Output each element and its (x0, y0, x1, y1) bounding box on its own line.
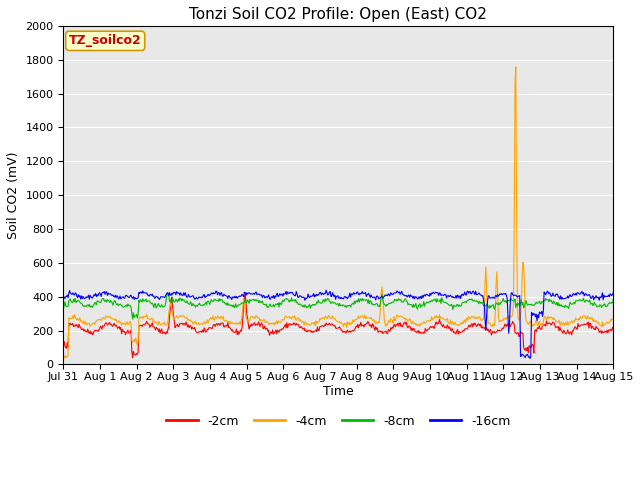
-16cm (60, 295, 67, 301)
-8cm (609, 296, 617, 302)
-8cm (164, 290, 172, 296)
-2cm (557, 327, 564, 333)
-2cm (60, 343, 67, 348)
-2cm (195, 329, 202, 335)
-4cm (609, 316, 617, 322)
-8cm (235, 302, 243, 308)
-8cm (129, 316, 136, 322)
-16cm (323, 288, 330, 293)
Text: TZ_soilco2: TZ_soilco2 (69, 35, 141, 48)
Line: -2cm: -2cm (63, 294, 613, 358)
-8cm (196, 300, 204, 306)
-8cm (216, 298, 224, 304)
-4cm (215, 315, 223, 321)
-16cm (557, 293, 564, 299)
-4cm (512, 64, 520, 70)
-2cm (215, 321, 223, 326)
-16cm (194, 296, 202, 301)
-2cm (609, 325, 617, 331)
-4cm (195, 320, 202, 325)
-4cm (60, 352, 67, 358)
-4cm (422, 320, 429, 326)
-4cm (557, 322, 564, 328)
-16cm (422, 293, 429, 299)
-16cm (609, 289, 617, 295)
-16cm (526, 356, 534, 361)
-2cm (489, 328, 497, 334)
-8cm (557, 303, 564, 309)
-16cm (214, 289, 222, 295)
Line: -16cm: -16cm (63, 290, 613, 359)
-4cm (488, 324, 496, 329)
-4cm (61, 355, 68, 361)
-2cm (422, 328, 430, 334)
-8cm (60, 306, 67, 312)
-16cm (234, 295, 241, 301)
X-axis label: Time: Time (323, 385, 354, 398)
-8cm (489, 301, 497, 307)
-2cm (241, 291, 249, 297)
Legend: -2cm, -4cm, -8cm, -16cm: -2cm, -4cm, -8cm, -16cm (161, 409, 515, 432)
Line: -4cm: -4cm (63, 67, 613, 358)
-2cm (129, 355, 136, 360)
Y-axis label: Soil CO2 (mV): Soil CO2 (mV) (7, 151, 20, 239)
-16cm (488, 295, 496, 301)
Line: -8cm: -8cm (63, 293, 613, 319)
-8cm (422, 300, 430, 306)
-4cm (234, 321, 242, 326)
Title: Tonzi Soil CO2 Profile: Open (East) CO2: Tonzi Soil CO2 Profile: Open (East) CO2 (189, 7, 487, 22)
-2cm (234, 328, 242, 334)
